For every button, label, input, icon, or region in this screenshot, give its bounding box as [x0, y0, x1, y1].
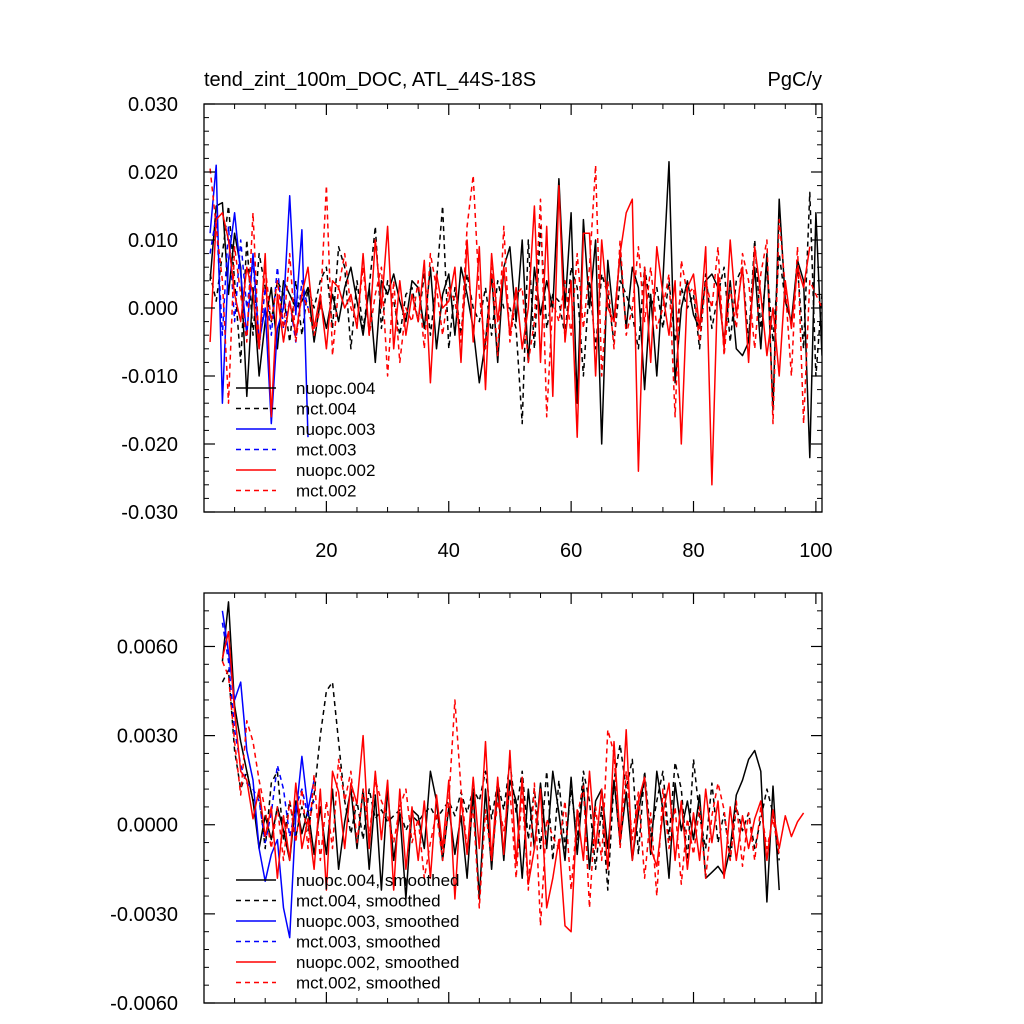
x-tick-label: 40 [438, 540, 460, 562]
series-line-mct-004 [209, 191, 822, 425]
series-line-nuopc-003-smoothed [221, 610, 315, 939]
legend-label: nuopc.003 [296, 420, 375, 439]
legend-label: mct.004, smoothed [296, 892, 441, 911]
series-line-mct-004-smoothed [221, 669, 780, 891]
series-line-mct-002 [209, 164, 822, 425]
y-tick-label: 0.0000 [117, 815, 178, 837]
y-tick-label: -0.0030 [110, 904, 178, 926]
x-tick-label: 80 [682, 540, 704, 562]
y-tick-label: 0.030 [128, 94, 178, 116]
y-tick-label: 0.0030 [117, 726, 178, 748]
legend-label: nuopc.003, smoothed [296, 912, 460, 931]
legend-label: mct.002 [296, 482, 356, 501]
bottom-panel: -0.0060 -0.0030 0.0000 0.0030 0.0060 nuopc.00… [110, 592, 823, 1015]
x-tick-label: 20 [315, 540, 337, 562]
y-tick-label: 0.000 [128, 298, 178, 320]
legend-label: mct.003, smoothed [296, 933, 441, 952]
x-tick-label: 100 [799, 540, 832, 562]
y-tick-label: 0.010 [128, 230, 178, 252]
legend-label: mct.002, smoothed [296, 974, 441, 993]
y-tick-label: 0.0060 [117, 636, 178, 658]
y-tick-label: -0.030 [121, 502, 178, 524]
y-tick-label: 0.020 [128, 162, 178, 184]
y-tick-label: -0.020 [121, 434, 178, 456]
units-label: PgC/y [768, 69, 822, 91]
legend-label: nuopc.004 [296, 379, 375, 398]
series-line-nuopc-002 [209, 184, 811, 486]
series-line-mct-003-smoothed [221, 622, 315, 844]
top-panel: tend_zint_100m_DOC, ATL_44S-18S PgC/y -0… [121, 69, 832, 562]
legend-label: nuopc.002 [296, 461, 375, 480]
series-group [209, 161, 822, 486]
y-tick-label: -0.010 [121, 366, 178, 388]
series-line-mct-002-smoothed [221, 661, 780, 927]
legend-label: mct.003 [296, 441, 356, 460]
x-tick-label: 60 [560, 540, 582, 562]
series-line-nuopc-004-smoothed [221, 601, 780, 903]
series-group [221, 601, 805, 939]
chart-title: tend_zint_100m_DOC, ATL_44S-18S [204, 69, 536, 91]
series-line-nuopc-002-smoothed [221, 630, 805, 933]
plot-frame [203, 592, 823, 1004]
legend-label: mct.004 [296, 400, 356, 419]
legend-label: nuopc.004, smoothed [296, 871, 460, 890]
legend-label: nuopc.002, smoothed [296, 953, 460, 972]
y-tick-label: -0.0060 [110, 993, 178, 1015]
